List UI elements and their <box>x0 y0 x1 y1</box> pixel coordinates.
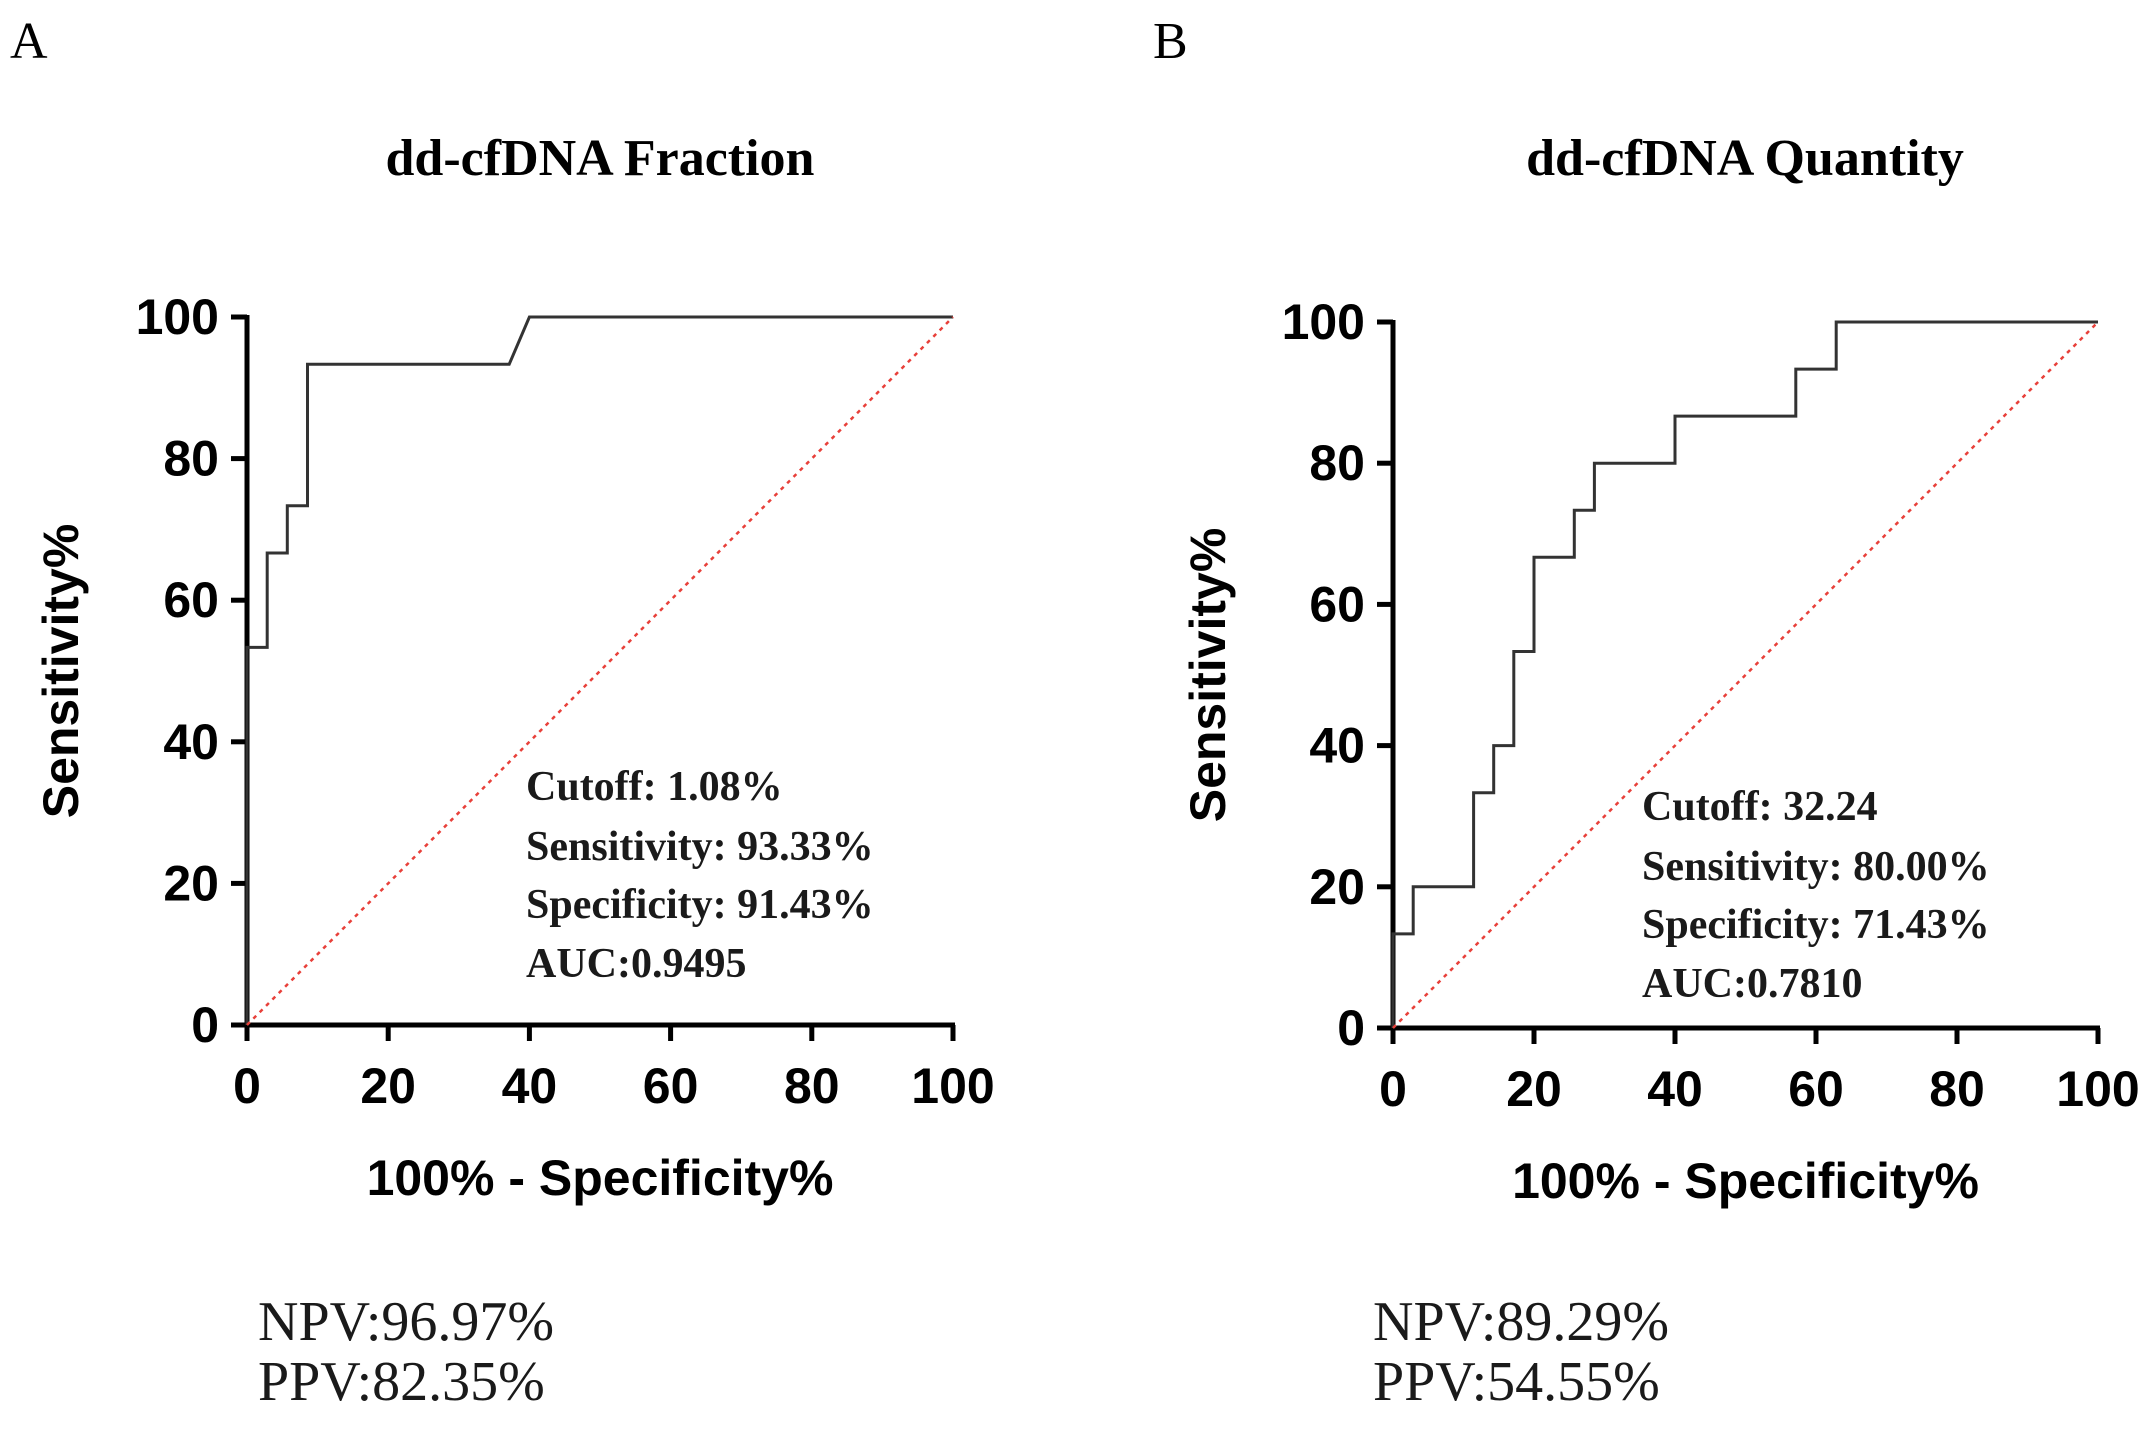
panel-a-annotation: Cutoff: 1.08% <box>526 764 783 810</box>
panel-a-annotation: AUC:0.9495 <box>526 941 746 987</box>
panel-a-letter: A <box>10 13 48 70</box>
panel-a-y-tick-label: 80 <box>163 431 219 487</box>
panel-b-y-tick-label: 20 <box>1309 859 1365 915</box>
panel-b-annotation: AUC:0.7810 <box>1642 961 1862 1007</box>
panel-a: Add-cfDNA Fraction 0 20 40 60 80 100 0 20 40 60 80 1… <box>10 13 995 1413</box>
panel-a-annotation: Specificity: 91.43% <box>526 882 874 928</box>
panel-a-x-tick-label: 0 <box>233 1058 261 1114</box>
panel-a-series-roc <box>245 315 953 1025</box>
panel-b: Bdd-cfDNA Quantity 0 20 40 60 80 100 0 20 40 60 80 1… <box>1153 13 2140 1413</box>
panel-b-annotation: Cutoff: 32.24 <box>1642 784 1878 830</box>
panel-a-x-axis-label: 100% - Specificity% <box>367 1150 834 1206</box>
panel-a-y-tick-label: 20 <box>163 855 219 911</box>
panel-b-letter: B <box>1153 13 1188 70</box>
panel-b-series-reference <box>1392 321 2099 1029</box>
panel-a-x-tick-label: 40 <box>502 1058 558 1114</box>
panel-b-x-tick-label: 40 <box>1647 1061 1703 1117</box>
panel-b-x-tick-label: 0 <box>1379 1061 1407 1117</box>
panel-b-y-tick-label: 60 <box>1309 576 1365 632</box>
panel-b-series-roc <box>1391 320 2098 1028</box>
panel-b-x-tick-label: 100 <box>2056 1061 2139 1117</box>
panel-a-footer-npv: NPV:96.97% <box>258 1291 554 1353</box>
panel-b-footer-npv: NPV:89.29% <box>1373 1291 1669 1353</box>
panel-a-footer-ppv: PPV:82.35% <box>258 1351 545 1413</box>
panel-b-y-tick-label: 40 <box>1309 718 1365 774</box>
panel-a-x-tick-label: 20 <box>360 1058 416 1114</box>
panel-b-x-tick-label: 20 <box>1506 1061 1562 1117</box>
panel-b-y-tick-label: 80 <box>1309 435 1365 491</box>
panel-b-footer-ppv: PPV:54.55% <box>1373 1351 1660 1413</box>
panel-a-y-tick-label: 60 <box>163 572 219 628</box>
panel-b-x-axis-label: 100% - Specificity% <box>1512 1153 1979 1209</box>
panel-b-annotation: Specificity: 71.43% <box>1642 902 1990 948</box>
panel-a-y-axis-label: Sensitivity% <box>33 524 89 819</box>
panel-a-x-tick-label: 80 <box>784 1058 840 1114</box>
panel-b-x-tick-label: 80 <box>1929 1061 1985 1117</box>
panel-a-x-tick-label: 100 <box>911 1058 994 1114</box>
panel-a-x-tick-label: 60 <box>643 1058 699 1114</box>
panel-b-annotation: Sensitivity: 80.00% <box>1642 844 1990 890</box>
panel-b-y-axis-label: Sensitivity% <box>1180 528 1236 823</box>
panel-a-y-tick-label: 40 <box>163 714 219 770</box>
panel-a-y-tick-label: 0 <box>191 997 219 1053</box>
panel-a-title: dd-cfDNA Fraction <box>386 130 815 187</box>
panel-b-x-tick-label: 60 <box>1788 1061 1844 1117</box>
panel-b-title: dd-cfDNA Quantity <box>1526 130 1964 187</box>
panel-a-y-tick-label: 100 <box>136 289 219 345</box>
panel-b-y-tick-label: 0 <box>1337 1000 1365 1056</box>
panel-a-annotation: Sensitivity: 93.33% <box>526 824 874 870</box>
panel-b-y-tick-label: 100 <box>1282 294 1365 350</box>
